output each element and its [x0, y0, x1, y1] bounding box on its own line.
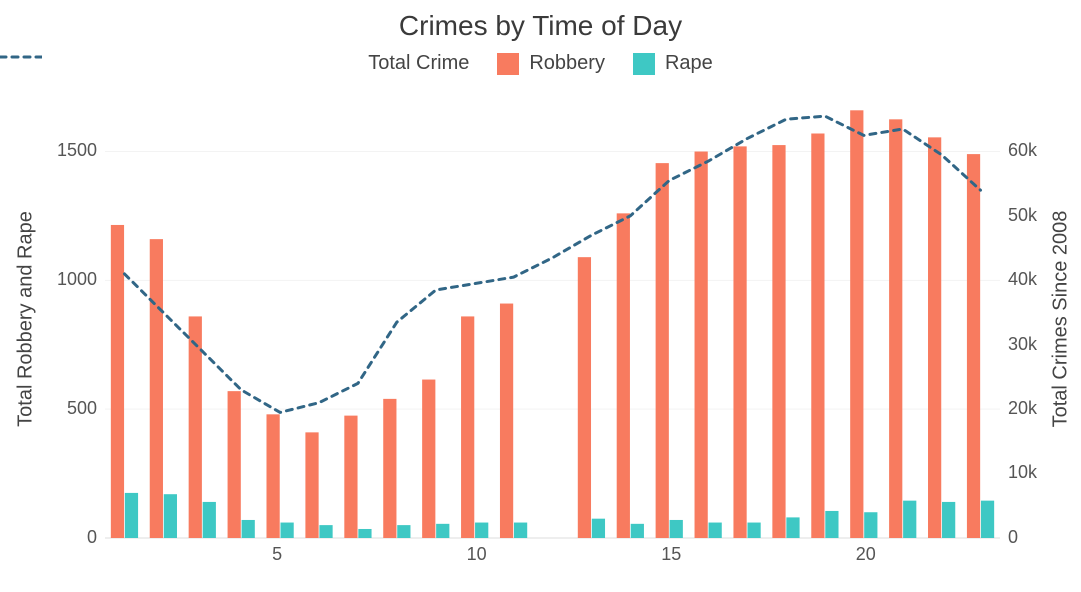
- bar-robbery: [928, 137, 941, 538]
- x-tick-label: 15: [661, 544, 681, 565]
- bar-robbery: [228, 391, 241, 538]
- bar-rape: [709, 523, 722, 538]
- bar-robbery: [344, 416, 357, 538]
- bar-rape: [203, 502, 216, 538]
- bar-rape: [397, 525, 410, 538]
- y-right-tick-label: 30k: [1008, 334, 1037, 355]
- y-right-tick-label: 0: [1008, 527, 1018, 548]
- bar-robbery: [850, 110, 863, 538]
- bar-robbery: [772, 145, 785, 538]
- bar-rape: [436, 524, 449, 538]
- bar-robbery: [656, 163, 669, 538]
- bar-rape: [747, 523, 760, 538]
- y-left-tick-label: 1500: [57, 140, 97, 161]
- y-right-tick-label: 20k: [1008, 398, 1037, 419]
- bar-rape: [631, 524, 644, 538]
- bar-rape: [164, 494, 177, 538]
- y-left-tick-label: 1000: [57, 269, 97, 290]
- bar-rape: [280, 523, 293, 538]
- y-right-tick-label: 40k: [1008, 269, 1037, 290]
- y-right-tick-label: 10k: [1008, 462, 1037, 483]
- bar-robbery: [422, 380, 435, 538]
- y-left-tick-label: 0: [87, 527, 97, 548]
- bar-rape: [592, 519, 605, 538]
- bar-rape: [670, 520, 683, 538]
- y-right-tick-label: 50k: [1008, 205, 1037, 226]
- bar-robbery: [305, 432, 318, 538]
- bar-robbery: [500, 304, 513, 538]
- x-tick-label: 10: [467, 544, 487, 565]
- bar-rape: [903, 501, 916, 538]
- chart-svg: [0, 0, 1081, 592]
- bar-robbery: [150, 239, 163, 538]
- bar-rape: [319, 525, 332, 538]
- bar-robbery: [578, 257, 591, 538]
- y-axis-right-label: Total Crimes Since 2008: [1050, 211, 1073, 428]
- bar-robbery: [695, 152, 708, 538]
- bar-rape: [125, 493, 138, 538]
- bar-rape: [358, 529, 371, 538]
- bar-robbery: [733, 146, 746, 538]
- y-axis-left-label: Total Robbery and Rape: [15, 211, 38, 427]
- x-tick-label: 20: [856, 544, 876, 565]
- bar-rape: [864, 512, 877, 538]
- bar-robbery: [889, 119, 902, 538]
- bar-robbery: [383, 399, 396, 538]
- bar-rape: [942, 502, 955, 538]
- bar-robbery: [111, 225, 124, 538]
- x-tick-label: 5: [272, 544, 282, 565]
- y-right-tick-label: 60k: [1008, 140, 1037, 161]
- bar-rape: [242, 520, 255, 538]
- bar-rape: [981, 501, 994, 538]
- y-left-tick-label: 500: [67, 398, 97, 419]
- bar-rape: [825, 511, 838, 538]
- bar-robbery: [266, 414, 279, 538]
- bar-robbery: [461, 316, 474, 538]
- chart-container: Crimes by Time of Day Total CrimeRobbery…: [0, 0, 1081, 592]
- bar-robbery: [811, 133, 824, 538]
- bar-robbery: [967, 154, 980, 538]
- bar-rape: [475, 523, 488, 538]
- bar-rape: [514, 523, 527, 538]
- bar-robbery: [617, 213, 630, 538]
- bar-rape: [786, 517, 799, 538]
